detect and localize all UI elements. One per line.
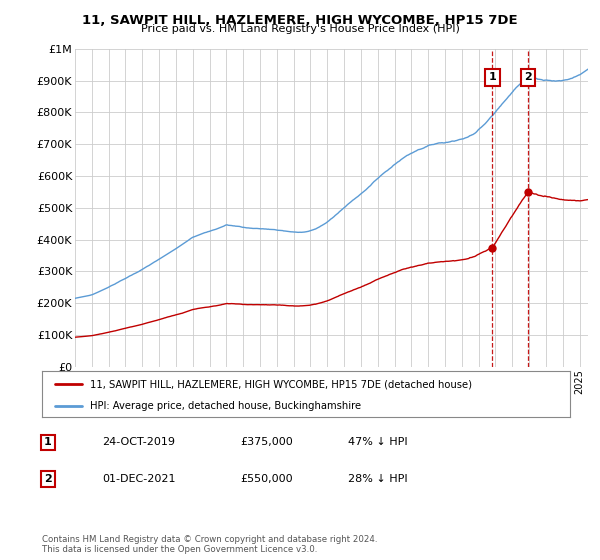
Text: 1: 1 [44, 437, 52, 447]
Text: 11, SAWPIT HILL, HAZLEMERE, HIGH WYCOMBE, HP15 7DE: 11, SAWPIT HILL, HAZLEMERE, HIGH WYCOMBE… [82, 14, 518, 27]
Text: £375,000: £375,000 [240, 437, 293, 447]
Text: 01-DEC-2021: 01-DEC-2021 [102, 474, 176, 484]
Text: 1: 1 [488, 72, 496, 82]
Text: 24-OCT-2019: 24-OCT-2019 [102, 437, 175, 447]
Text: 28% ↓ HPI: 28% ↓ HPI [348, 474, 407, 484]
Text: 47% ↓ HPI: 47% ↓ HPI [348, 437, 407, 447]
Text: 2: 2 [524, 72, 532, 82]
Text: 2: 2 [44, 474, 52, 484]
Text: 11, SAWPIT HILL, HAZLEMERE, HIGH WYCOMBE, HP15 7DE (detached house): 11, SAWPIT HILL, HAZLEMERE, HIGH WYCOMBE… [89, 379, 472, 389]
Text: HPI: Average price, detached house, Buckinghamshire: HPI: Average price, detached house, Buck… [89, 401, 361, 410]
Text: Contains HM Land Registry data © Crown copyright and database right 2024.
This d: Contains HM Land Registry data © Crown c… [42, 535, 377, 554]
Text: £550,000: £550,000 [240, 474, 293, 484]
Text: Price paid vs. HM Land Registry's House Price Index (HPI): Price paid vs. HM Land Registry's House … [140, 24, 460, 34]
